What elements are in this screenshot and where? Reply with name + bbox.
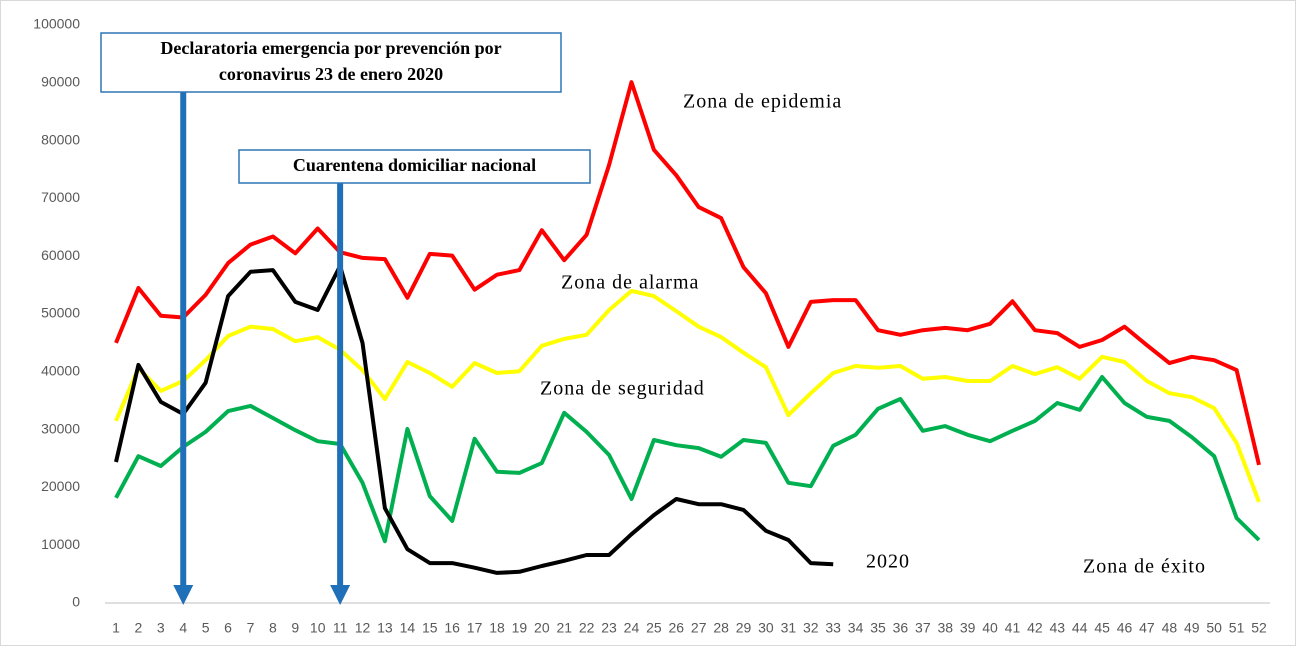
x-tick-label: 40 [982,620,998,636]
annotation-box [100,32,562,93]
x-tick-label: 8 [269,620,277,636]
x-tick-label: 39 [960,620,976,636]
x-tick-label: 23 [601,620,617,636]
x-tick-label: 14 [400,620,416,636]
y-tick-label: 100000 [33,16,80,32]
x-tick-label: 25 [646,620,662,636]
x-tick-label: 3 [157,620,165,636]
x-tick-label: 51 [1229,620,1245,636]
x-tick-label: 44 [1072,620,1088,636]
x-tick-label: 30 [758,620,774,636]
x-tick-label: 52 [1251,620,1267,636]
x-tick-label: 47 [1139,620,1155,636]
x-tick-label: 11 [333,620,348,636]
x-tick-label: 48 [1162,620,1178,636]
x-tick-label: 15 [422,620,438,636]
x-tick-label: 21 [556,620,572,636]
x-tick-label: 1 [112,620,120,636]
x-tick-label: 2 [135,620,143,636]
x-tick-label: 45 [1094,620,1110,636]
annotation-text: Declaratoria emergencia por prevención p… [160,38,501,58]
series-line [114,80,1261,466]
annotation-text: coronavirus 23 de enero 2020 [219,64,443,84]
y-tick-label: 0 [72,594,80,610]
y-tick-label: 60000 [41,247,80,263]
x-tick-label: 36 [893,620,909,636]
y-tick-label: 80000 [41,131,80,147]
x-tick-label: 5 [202,620,210,636]
series-label: Zona de alarma [561,272,699,294]
x-tick-label: 33 [825,620,841,636]
x-tick-label: 28 [713,620,729,636]
series-label: Zona de seguridad [540,378,705,400]
arrow-head [173,585,194,605]
x-tick-label: 29 [736,620,752,636]
x-tick-label: 50 [1206,620,1222,636]
y-tick-label: 10000 [41,536,80,552]
x-tick-label: 35 [870,620,886,636]
x-tick-label: 4 [179,620,187,636]
x-tick-label: 16 [444,620,460,636]
series-label: 2020 [866,551,910,573]
arrow-head [330,585,351,605]
x-tick-label: 46 [1117,620,1133,636]
x-tick-label: 12 [355,620,371,636]
series-line [114,375,1261,544]
x-tick-label: 7 [247,620,255,636]
x-tick-label: 17 [467,620,483,636]
x-tick-label: 22 [579,620,595,636]
x-tick-label: 37 [915,620,931,636]
series-line [114,264,834,575]
y-tick-label: 20000 [41,478,80,494]
x-tick-label: 9 [291,620,299,636]
x-tick-label: 20 [534,620,550,636]
x-tick-label: 32 [803,620,819,636]
x-tick-label: 42 [1027,620,1043,636]
annotation-box [238,149,591,184]
annotation-text: Cuarentena domiciliar nacional [293,155,536,175]
x-tick-label: 38 [937,620,953,636]
x-tick-label: 34 [848,620,864,636]
y-tick-label: 30000 [41,420,80,436]
y-tick-label: 90000 [41,74,80,90]
y-tick-label: 70000 [41,189,80,205]
x-tick-label: 49 [1184,620,1200,636]
x-tick-label: 6 [224,620,232,636]
zone-label: Zona de éxito [1083,556,1206,578]
x-tick-label: 43 [1050,620,1066,636]
x-tick-label: 27 [691,620,707,636]
x-tick-label: 10 [310,620,326,636]
series-label: Zona de epidemia [683,91,842,113]
y-tick-label: 50000 [41,305,80,321]
y-tick-label: 40000 [41,363,80,379]
x-tick-label: 18 [489,620,505,636]
x-tick-label: 13 [377,620,393,636]
x-tick-label: 41 [1005,620,1021,636]
x-tick-label: 26 [669,620,685,636]
x-tick-label: 31 [781,620,797,636]
x-tick-label: 24 [624,620,640,636]
x-tick-label: 19 [512,620,528,636]
series-line [114,288,1261,503]
